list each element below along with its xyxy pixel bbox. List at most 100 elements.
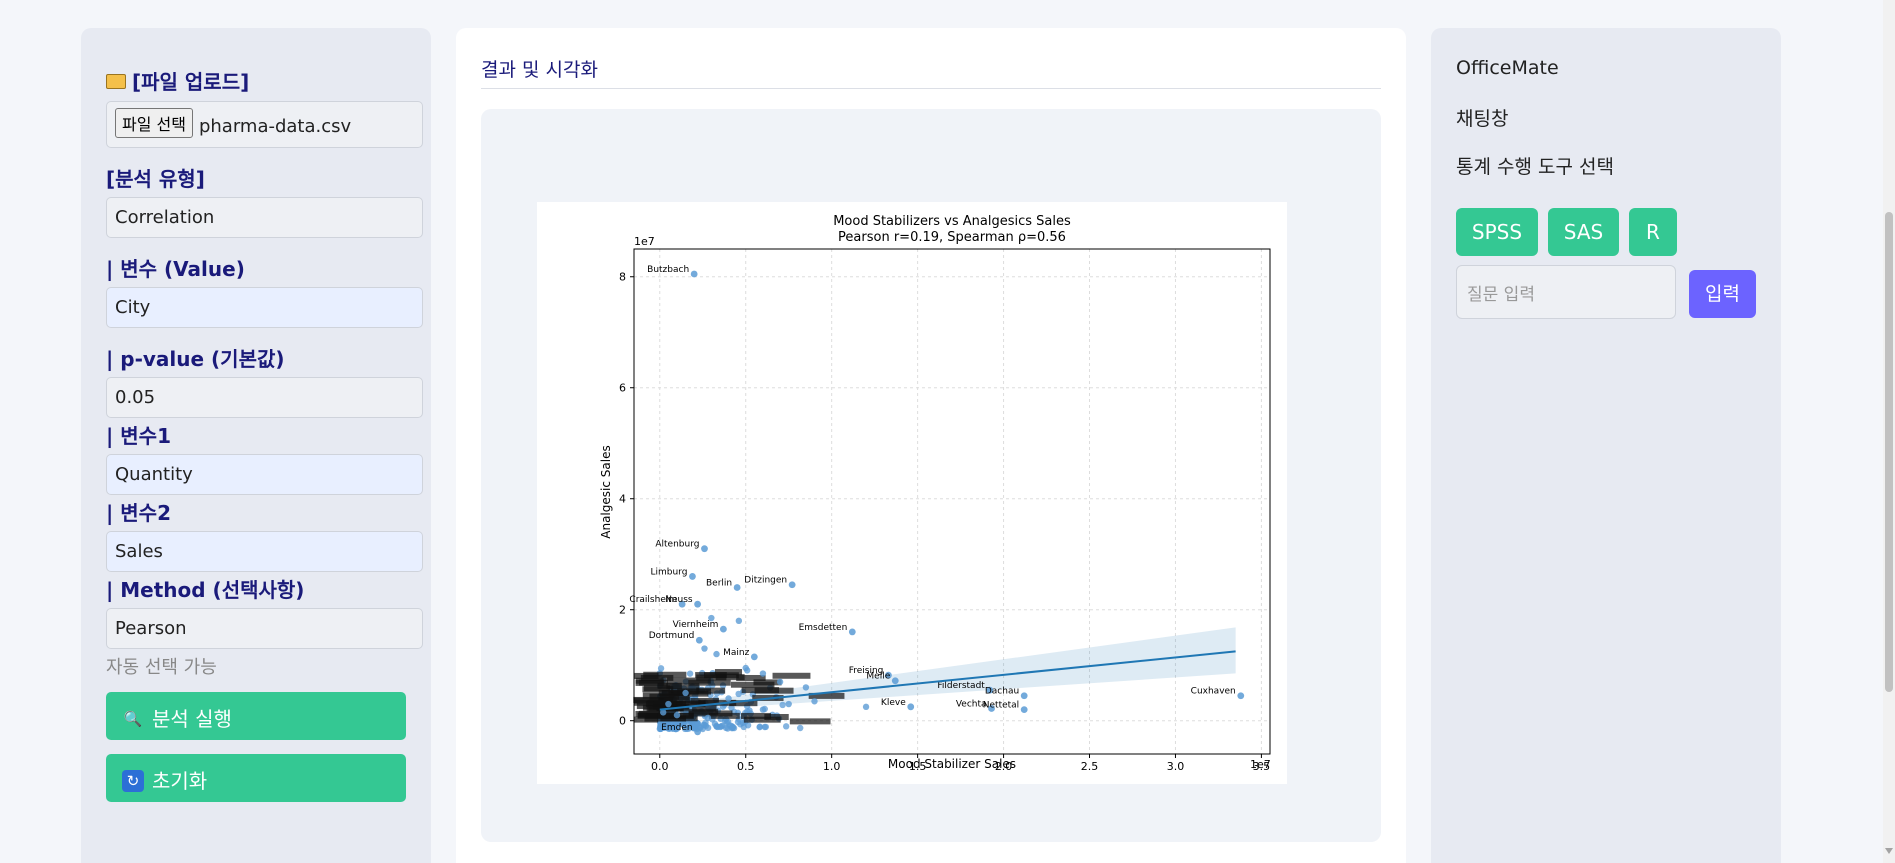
x-tick-label: 3.5 [1253,760,1271,773]
point-label: Freising [849,666,884,676]
data-point [885,671,892,679]
data-point [744,722,752,729]
point-label: Viernheim [673,620,719,630]
chat-panel [1431,28,1781,863]
question-input[interactable]: 질문 입력 [1456,265,1676,319]
scroll-down-arrow-icon[interactable] [1885,848,1893,854]
data-point [673,724,680,731]
data-point [782,723,790,730]
data-point [986,686,994,694]
overlapping-label [642,692,675,699]
overlapping-label [666,683,700,690]
overlapping-label [743,716,781,723]
file-upload-field[interactable]: 파일 선택 pharma-data.csv [106,101,423,148]
overlapping-label [659,694,690,701]
data-point [686,670,694,677]
chart-subtitle: Pearson r=0.19, Spearman ρ=0.56 [838,230,1066,245]
x-tick-label: 0.5 [737,760,755,773]
var1-select[interactable]: Quantity [106,454,423,495]
overlapping-label [634,672,659,679]
method-select[interactable]: Pearson [106,608,423,649]
file-select-button[interactable]: 파일 선택 [115,108,193,138]
x-axis-label: Mood Stabilizer Sales [888,757,1016,771]
data-point [678,600,686,608]
reset-button[interactable]: ↻ 초기화 [106,754,406,802]
data-point [718,723,725,730]
overlapping-label [729,700,758,707]
data-point [785,700,792,708]
x-tick-label: 2.5 [1081,760,1099,773]
data-point [690,270,698,278]
data-point [756,723,764,730]
run-analysis-button[interactable]: 🔍 분석 실행 [106,692,406,740]
pvalue-input[interactable]: 0.05 [106,377,423,418]
overlapping-label [772,672,811,679]
analysis-type-select[interactable]: Correlation [106,197,423,238]
data-point [848,628,856,636]
overlapping-label [637,712,670,719]
data-point [660,709,667,716]
overlapping-label [639,679,665,686]
overlapping-label [642,686,674,693]
data-point [734,718,742,726]
point-label: Berlin [706,579,732,589]
point-label: Altenburg [655,540,699,550]
pvalue-label: | p-value (기본값) [106,347,285,371]
data-point [750,653,758,661]
tool-r-button[interactable]: R [1629,208,1677,256]
data-point [907,703,915,711]
magnifier-icon: 🔍 [123,709,143,728]
data-point [673,711,681,719]
overlapping-label [669,700,706,707]
overlapping-label [643,671,687,678]
y-tick-label: 2 [619,604,626,617]
point-label: Emden [661,723,692,733]
data-point [665,725,672,732]
tool-sas-button[interactable]: SAS [1548,208,1619,256]
point-label: Ditzingen [744,576,787,586]
data-point [759,670,767,677]
app-name: OfficeMate [1456,57,1559,79]
data-point [811,698,818,705]
data-point [701,645,708,652]
confidence-band [659,627,1236,713]
x-tick-label: 1.0 [823,760,841,773]
data-point [682,689,689,697]
var2-select[interactable]: Sales [106,531,423,572]
data-point [713,650,720,658]
overlapping-label [647,699,677,706]
overlapping-label [764,713,789,720]
value-var-select[interactable]: City [106,287,423,328]
overlapping-label [741,687,780,694]
y-tick-label: 4 [619,493,626,506]
point-label: Mainz [723,648,749,658]
scrollbar-thumb[interactable] [1885,212,1893,692]
overlapping-label [808,692,845,699]
data-point [1020,692,1028,700]
overlapping-label [642,704,678,711]
x-scale-label: 1e7 [1250,758,1271,771]
tool-select-label: 통계 수행 도구 선택 [1456,156,1614,178]
submit-button[interactable]: 입력 [1689,270,1756,318]
data-point [788,581,796,589]
data-point [708,614,715,622]
regression-line [659,650,1236,711]
method-hint: 자동 선택 가능 [106,657,217,678]
tool-spss-button[interactable]: SPSS [1456,208,1538,256]
data-point [689,573,696,580]
point-label: Limburg [650,567,687,577]
data-point [695,636,703,644]
overlapping-label [692,705,717,712]
point-label: Dachau [985,687,1019,697]
overlapping-label [789,718,831,725]
data-point [988,705,995,712]
point-label: Crailsheim [629,595,677,605]
data-point [762,723,770,731]
data-point [735,617,743,625]
point-label: Nettetal [983,701,1019,711]
file-name: pharma-data.csv [198,116,352,137]
y-scale-label: 1e7 [634,235,655,248]
value-var-label: | 변수 (Value) [106,257,245,281]
data-point [742,664,749,672]
overlapping-label [740,712,771,719]
